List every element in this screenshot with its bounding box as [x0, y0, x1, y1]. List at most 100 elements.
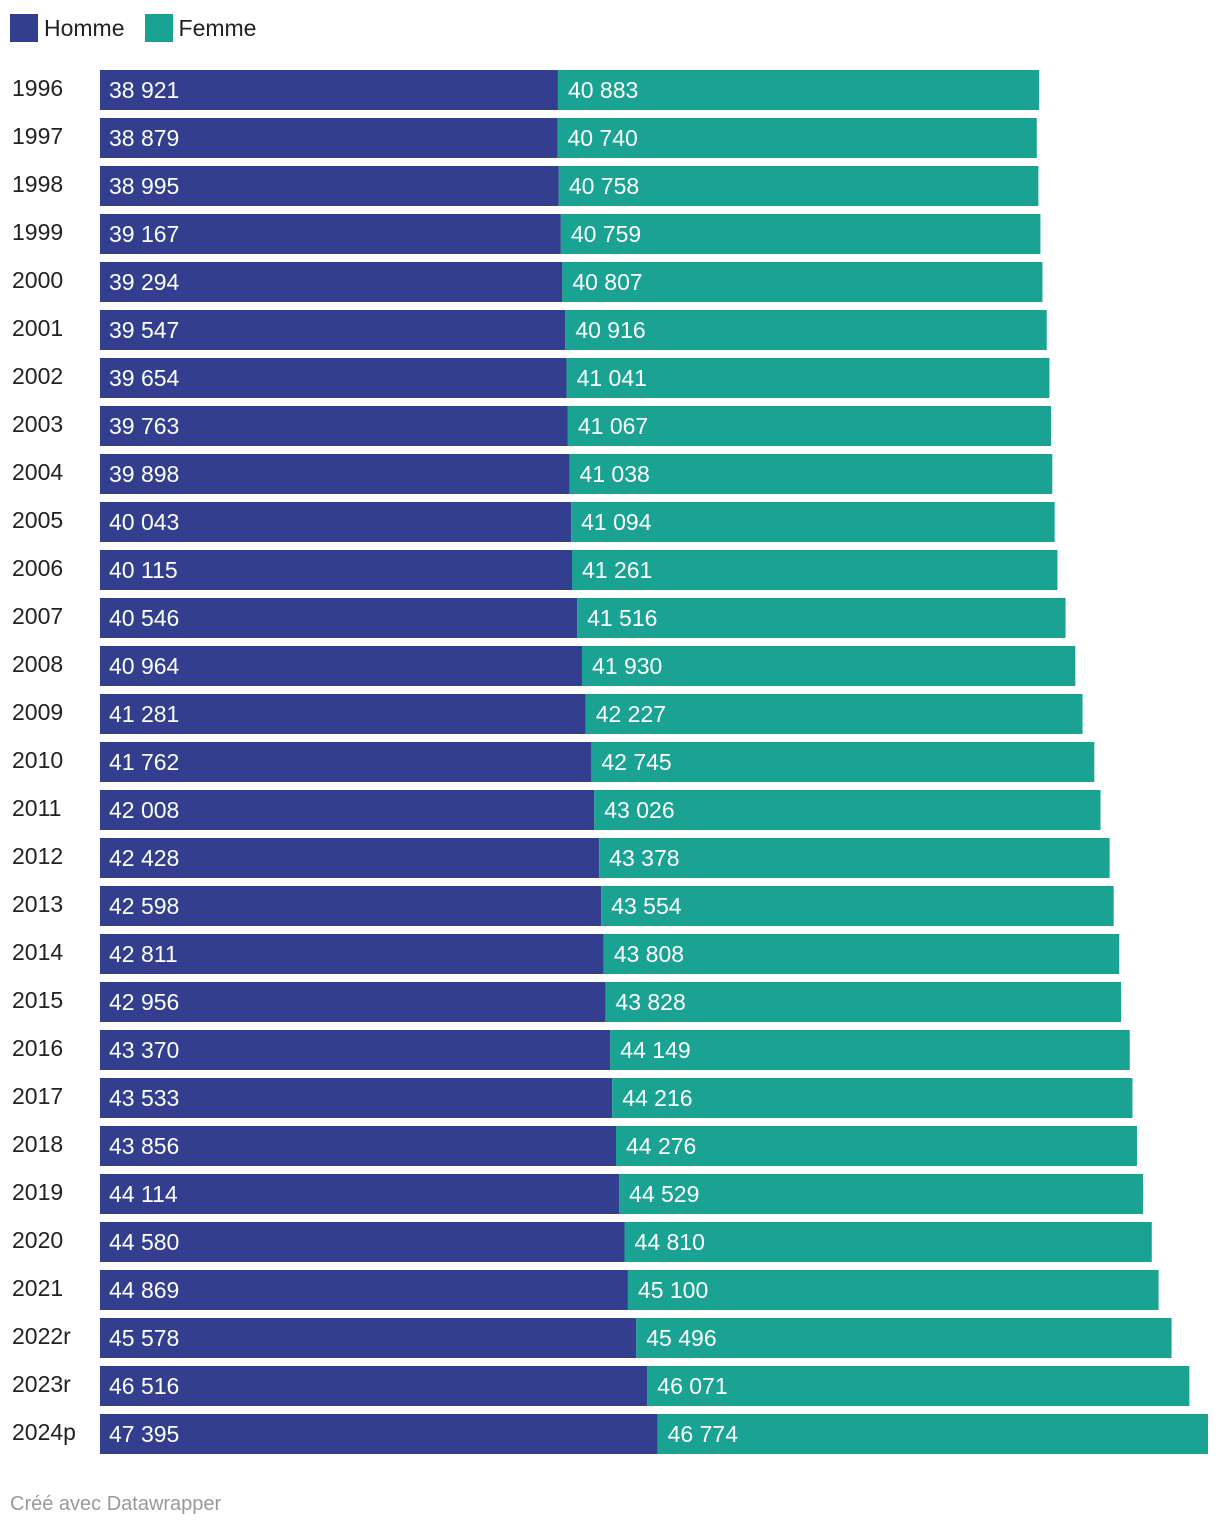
year-label: 2001	[12, 315, 63, 341]
year-label: 2013	[12, 891, 63, 917]
bar-femme	[591, 742, 1095, 782]
value-label-homme: 39 763	[109, 413, 179, 439]
value-label-femme: 42 745	[601, 749, 671, 775]
value-label-homme: 42 811	[109, 941, 178, 967]
value-label-femme: 41 038	[579, 461, 649, 487]
bar-femme	[599, 838, 1110, 878]
bar-homme	[100, 646, 582, 686]
value-label-femme: 44 149	[620, 1037, 690, 1063]
value-label-homme: 39 547	[109, 317, 179, 343]
legend-swatch-homme	[10, 14, 38, 42]
bar-femme	[567, 406, 1052, 446]
bar-femme	[585, 694, 1083, 734]
bar-homme	[100, 502, 572, 542]
value-label-femme: 41 261	[582, 557, 652, 583]
bar-femme	[560, 214, 1041, 254]
bar-femme	[571, 502, 1055, 542]
value-label-femme: 41 930	[592, 653, 662, 679]
bar-femme	[577, 598, 1066, 638]
value-label-homme: 39 654	[109, 365, 180, 391]
year-label: 2004	[12, 459, 63, 485]
value-label-homme: 42 956	[109, 989, 179, 1015]
value-label-homme: 41 762	[109, 749, 179, 775]
bar-femme	[571, 550, 1058, 590]
value-label-femme: 44 216	[622, 1085, 692, 1111]
year-label: 2015	[12, 987, 63, 1013]
value-label-homme: 44 869	[109, 1277, 179, 1303]
year-label: 2011	[12, 795, 61, 821]
bar-homme	[100, 1078, 613, 1118]
year-label: 2016	[12, 1035, 63, 1061]
value-label-femme: 40 740	[567, 125, 637, 151]
bar-homme	[100, 1126, 617, 1166]
legend-label-femme: Femme	[178, 15, 257, 41]
bar-femme	[624, 1222, 1152, 1262]
bar-femme	[581, 646, 1076, 686]
value-label-homme: 43 533	[109, 1085, 179, 1111]
bar-homme	[100, 1030, 611, 1070]
stacked-bar-chart: 1996 38 921 40 883 1997 38 879 40 740 1998 38 9…	[12, 70, 1208, 1454]
value-label-femme: 44 810	[635, 1229, 705, 1255]
value-label-femme: 40 883	[568, 77, 638, 103]
bar-homme	[100, 982, 606, 1022]
footer-credit: Créé avec Datawrapper	[10, 1493, 222, 1515]
year-label: 2018	[12, 1131, 63, 1157]
value-label-homme: 44 114	[109, 1181, 178, 1207]
value-label-homme: 38 921	[109, 77, 179, 103]
value-label-femme: 40 758	[569, 173, 639, 199]
year-label: 2003	[12, 411, 63, 437]
value-label-femme: 46 774	[668, 1421, 739, 1447]
year-label: 2019	[12, 1179, 63, 1205]
bar-homme	[100, 166, 559, 206]
value-label-homme: 42 598	[109, 893, 179, 919]
value-label-homme: 46 516	[109, 1373, 179, 1399]
year-label: 1998	[12, 171, 63, 197]
bar-homme	[100, 118, 558, 158]
bar-homme	[100, 694, 586, 734]
bar-homme	[100, 406, 568, 446]
value-label-homme: 39 294	[109, 269, 180, 295]
year-label: 2024p	[12, 1419, 76, 1445]
bar-homme	[100, 838, 600, 878]
year-label: 2021	[12, 1275, 63, 1301]
value-label-femme: 43 026	[604, 797, 674, 823]
bar-femme	[558, 166, 1039, 206]
bar-femme	[605, 982, 1122, 1022]
value-label-femme: 41 041	[577, 365, 647, 391]
bar-homme	[100, 310, 566, 350]
value-label-homme: 39 167	[109, 221, 179, 247]
bar-femme	[594, 790, 1101, 830]
value-label-homme: 44 580	[109, 1229, 179, 1255]
year-label: 2012	[12, 843, 63, 869]
year-label: 2023r	[12, 1371, 71, 1397]
bar-homme	[100, 934, 604, 974]
value-label-femme: 40 916	[575, 317, 645, 343]
value-label-homme: 41 281	[109, 701, 179, 727]
bar-homme	[100, 1414, 658, 1454]
value-label-femme: 40 759	[571, 221, 641, 247]
year-label: 2020	[12, 1227, 63, 1253]
bar-femme	[601, 886, 1114, 926]
bar-homme	[100, 550, 572, 590]
value-label-femme: 42 227	[596, 701, 666, 727]
value-label-femme: 44 276	[626, 1133, 696, 1159]
value-label-homme: 45 578	[109, 1325, 179, 1351]
year-label: 2008	[12, 651, 63, 677]
legend: Homme Femme	[10, 14, 276, 42]
bar-homme	[100, 1318, 637, 1358]
bar-femme	[610, 1030, 1130, 1070]
value-label-femme: 41 067	[578, 413, 648, 439]
value-label-homme: 42 428	[109, 845, 179, 871]
bar-homme	[100, 886, 602, 926]
bar-homme	[100, 1222, 625, 1262]
bar-femme	[657, 1414, 1208, 1454]
value-label-homme: 40 043	[109, 509, 179, 535]
year-label: 2014	[12, 939, 63, 965]
bar-homme	[100, 598, 578, 638]
bar-homme	[100, 454, 570, 494]
value-label-homme: 42 008	[109, 797, 179, 823]
value-label-femme: 44 529	[629, 1181, 699, 1207]
legend-label-homme: Homme	[44, 15, 125, 41]
year-label: 2017	[12, 1083, 63, 1109]
value-label-femme: 41 516	[587, 605, 657, 631]
